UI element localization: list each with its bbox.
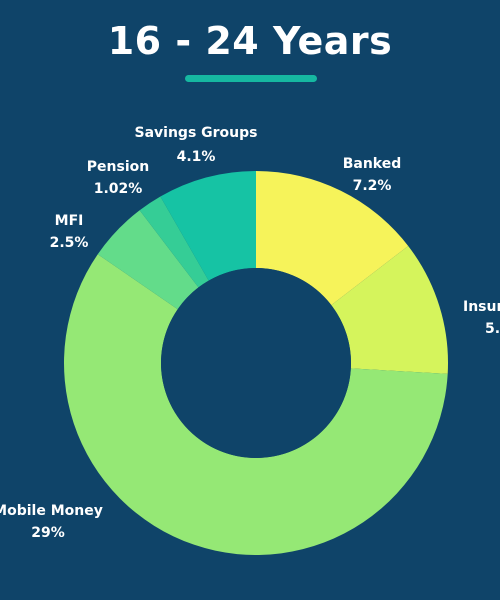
label-pension: Pension <box>87 159 149 175</box>
label-savings-groups: Savings Groups <box>135 125 258 141</box>
value-banked: 7.2% <box>353 178 392 194</box>
chart-title: 16 - 24 Years <box>107 19 393 63</box>
value-pension: 1.02% <box>94 181 143 197</box>
label-banked: Banked <box>343 156 402 172</box>
donut-hole <box>161 268 351 458</box>
title-underline <box>185 75 317 82</box>
label-mfi: MFI <box>55 213 84 229</box>
slice-pension <box>139 196 209 288</box>
slice-savings-groups <box>160 171 256 281</box>
value-mobile-money: 29% <box>31 525 65 541</box>
value-mfi: 2.5% <box>50 235 89 251</box>
slice-mfi <box>97 210 199 310</box>
slice-banked <box>256 171 409 306</box>
value-insurance: 5.6% <box>485 321 500 337</box>
value-savings-groups: 4.1% <box>177 149 216 165</box>
slice-insurance <box>331 245 448 374</box>
label-insurance: Insurance <box>463 299 500 315</box>
label-mobile-money: Mobile Money <box>0 503 103 519</box>
slice-mobile-money <box>63 254 448 556</box>
slice-labels: Banked 7.2% Insurance 5.6% Mobile Money 29% MF… <box>0 125 500 541</box>
donut-slices <box>63 171 448 556</box>
